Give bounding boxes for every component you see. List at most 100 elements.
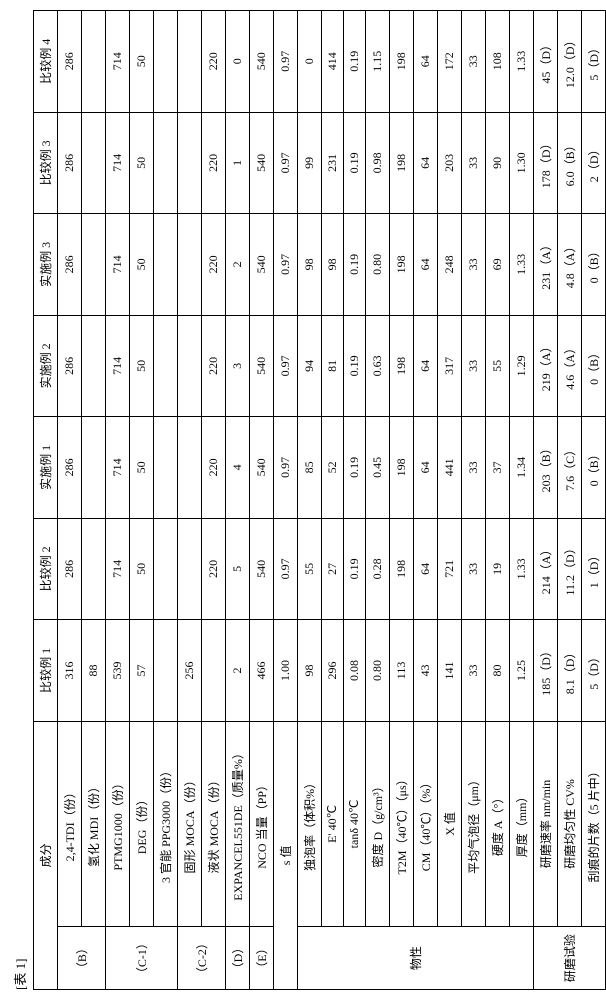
cell <box>154 315 178 417</box>
table-row: 平均气泡径（μm）33333333333333 <box>462 11 486 990</box>
cell: 0.97 <box>274 214 298 316</box>
cell: 0.45 <box>366 417 390 519</box>
group-C2: （C-2） <box>178 927 226 990</box>
col-header: 实施例 1 <box>34 417 58 519</box>
cell: 0（B） <box>582 315 606 417</box>
cell <box>178 112 202 214</box>
cell: 98 <box>298 214 322 316</box>
cell: 0 <box>226 11 250 113</box>
cell: 256 <box>178 620 202 722</box>
cell: 248 <box>438 214 462 316</box>
table-row: 3 官能 PPG3000（份） <box>154 11 178 990</box>
cell <box>178 214 202 316</box>
table-row: 研磨试验 研磨速率 nm/min 185（D）214（A）203（B）219（A… <box>534 11 558 990</box>
cell: 466 <box>250 620 274 722</box>
cell: 50 <box>130 11 154 113</box>
table-caption: [表 1] <box>10 10 29 990</box>
cell: 98 <box>322 214 344 316</box>
cell: 714 <box>106 214 130 316</box>
table-row: T2M（40℃）（μs）113198198198198198198 <box>390 11 414 990</box>
table-row: DEG（份） 57505050505050 <box>130 11 154 990</box>
cell: 8.1（D） <box>558 620 582 722</box>
cell: 4 <box>226 417 250 519</box>
cell: 198 <box>390 518 414 620</box>
cell: 231（A） <box>534 214 558 316</box>
cell: 1 <box>226 112 250 214</box>
cell <box>154 518 178 620</box>
col-header: 实施例 3 <box>34 214 58 316</box>
cell: 1.33 <box>510 11 534 113</box>
row-label: 液状 MOCA（份） <box>202 721 226 926</box>
cell: 714 <box>106 518 130 620</box>
cell <box>178 11 202 113</box>
cell: 0.98 <box>366 112 390 214</box>
cell: 203 <box>438 112 462 214</box>
cell: 50 <box>130 518 154 620</box>
table-row: （C-1） PTMG1000（份） 539714714714714714714 <box>106 11 130 990</box>
cell: 52 <box>322 417 344 519</box>
row-label: 固形 MOCA（份） <box>178 721 202 926</box>
cell: 7.6（C） <box>558 417 582 519</box>
cell: 1.34 <box>510 417 534 519</box>
cell <box>154 112 178 214</box>
table-row: s 值 1.000.970.970.970.970.970.97 <box>274 11 298 990</box>
row-label: tanδ 40℃ <box>344 721 366 926</box>
cell: 2 <box>226 620 250 722</box>
cell: 414 <box>322 11 344 113</box>
cell: 0（B） <box>582 214 606 316</box>
cell: 33 <box>462 11 486 113</box>
cell: 286 <box>58 112 82 214</box>
cell: 286 <box>58 214 82 316</box>
cell <box>178 315 202 417</box>
group-D: （D） <box>226 927 250 990</box>
table-row: 氢化 MDI（份） 88 <box>82 11 106 990</box>
cell: 45（D） <box>534 11 558 113</box>
cell <box>154 214 178 316</box>
cell: 203（B） <box>534 417 558 519</box>
cell: 198 <box>390 214 414 316</box>
col-header: 比较例 1 <box>34 620 58 722</box>
cell: 1.29 <box>510 315 534 417</box>
table-row: 刮痕的片数（5 片中）5（D）1（D）0（B）0（B）0（B）2（D）5（D） <box>582 11 606 990</box>
cell: 55 <box>298 518 322 620</box>
cell: 64 <box>414 112 438 214</box>
cell: 198 <box>390 11 414 113</box>
cell: 3 <box>226 315 250 417</box>
cell: 185（D） <box>534 620 558 722</box>
cell: 6.0（B） <box>558 112 582 214</box>
row-label: 研磨速率 nm/min <box>534 721 558 926</box>
cell: 316 <box>58 620 82 722</box>
cell <box>178 417 202 519</box>
cell: 0.97 <box>274 11 298 113</box>
row-label: PTMG1000（份） <box>106 721 130 926</box>
cell: 1.00 <box>274 620 298 722</box>
row-label: X 值 <box>438 721 462 926</box>
cell: 64 <box>414 518 438 620</box>
cell: 90 <box>486 112 510 214</box>
cell: 69 <box>486 214 510 316</box>
cell: 1.33 <box>510 214 534 316</box>
cell: 94 <box>298 315 322 417</box>
cell: 85 <box>298 417 322 519</box>
cell: 441 <box>438 417 462 519</box>
data-table: 成分 比较例 1 比较例 2 实施例 1 实施例 2 实施例 3 比较例 3 比… <box>33 10 606 990</box>
table-row: 研磨均匀性 CV%8.1（D）11.2（D）7.6（C）4.6（A）4.8（A）… <box>558 11 582 990</box>
row-label: 密度 D（g/cm³） <box>366 721 390 926</box>
cell: 2 <box>226 214 250 316</box>
cell: 220 <box>202 315 226 417</box>
table-row: （E） NCO 当量（PP） 466540540540540540540 <box>250 11 274 990</box>
row-label: E' 40℃ <box>322 721 344 926</box>
col-header: 比较例 3 <box>34 112 58 214</box>
row-label: T2M（40℃）（μs） <box>390 721 414 926</box>
cell: 108 <box>486 11 510 113</box>
cell: 219（A） <box>534 315 558 417</box>
cell: 178（D） <box>534 112 558 214</box>
cell: 33 <box>462 315 486 417</box>
cell: 5（D） <box>582 11 606 113</box>
cell: 113 <box>390 620 414 722</box>
cell: 540 <box>250 11 274 113</box>
cell: 64 <box>414 11 438 113</box>
cell: 88 <box>82 620 106 722</box>
cell: 33 <box>462 214 486 316</box>
cell <box>82 11 106 113</box>
